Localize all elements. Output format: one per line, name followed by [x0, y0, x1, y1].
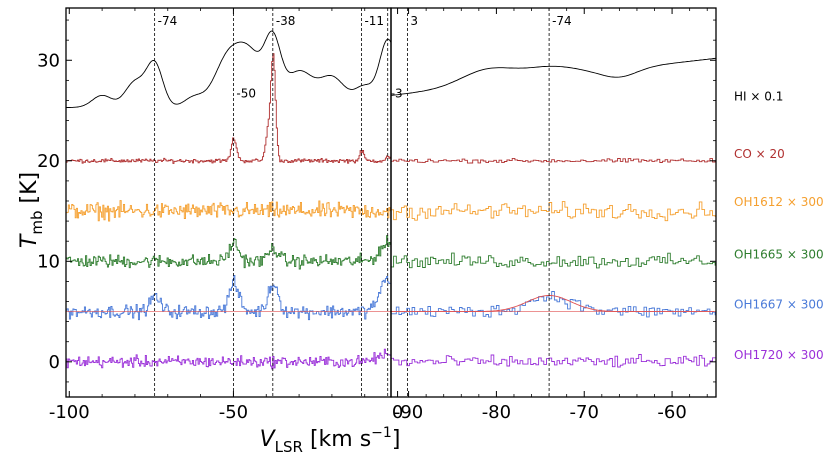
- component-label: -50: [236, 86, 256, 100]
- series-line-oh1612: [66, 200, 391, 222]
- legend-entry: OH1667 × 300: [734, 298, 824, 312]
- y-tick-label: 30: [37, 50, 60, 71]
- component-label: -38: [276, 14, 296, 28]
- series-line-co: [391, 157, 716, 164]
- x-tick-label: -70: [570, 402, 599, 423]
- legend-entry: OH1720 × 300: [734, 348, 824, 362]
- x-tick-label: -100: [49, 402, 90, 423]
- x-tick-label: 0: [392, 402, 403, 423]
- gaussian-fit: [391, 295, 715, 313]
- series-line-oh1665: [66, 235, 391, 270]
- legend-entry: OH1665 × 300: [734, 247, 824, 261]
- left-panel: -74 -50 -38 -11 -3 3: [66, 8, 418, 397]
- series-line-hi: [66, 30, 391, 108]
- component-label: -3: [391, 86, 403, 100]
- legend-entry: OH1612 × 300: [734, 195, 824, 209]
- component-label: 3: [410, 14, 418, 28]
- series-line-oh1667: [66, 275, 391, 321]
- axes-frame-0: [65, 7, 392, 398]
- y-axis-title: Tmb [K]: [17, 172, 46, 248]
- y-tick-label: 10: [37, 251, 60, 272]
- y-tick-label: 20: [37, 151, 60, 172]
- x-tick-label: -50: [219, 402, 248, 423]
- legend-entry: HI × 0.1: [734, 89, 783, 103]
- component-label: -74: [552, 14, 572, 28]
- series-legend: HI × 0.1 CO × 20 OH1612 × 300 OH1665 × 300 O…: [734, 89, 824, 361]
- series-line-hi: [391, 57, 716, 96]
- series-line-oh1665: [391, 252, 716, 269]
- axes-frame-1: [390, 7, 717, 398]
- component-label: -11: [364, 14, 384, 28]
- series-line-oh1720: [391, 354, 716, 368]
- y-tick-label: 0: [49, 352, 60, 373]
- x-axis-title: VLSR [km s−1]: [260, 425, 401, 456]
- right-panel: -74: [391, 8, 716, 397]
- x-tick-label: -80: [482, 402, 511, 423]
- x-tick-label: -90: [394, 402, 423, 423]
- component-label: -74: [158, 14, 178, 28]
- series-line-oh1720: [66, 348, 391, 370]
- x-tick-label: -60: [657, 402, 686, 423]
- series-line-oh1612: [391, 201, 716, 222]
- axes-frames: [65, 7, 717, 398]
- legend-entry: CO × 20: [734, 147, 785, 161]
- series-line-co: [66, 53, 391, 164]
